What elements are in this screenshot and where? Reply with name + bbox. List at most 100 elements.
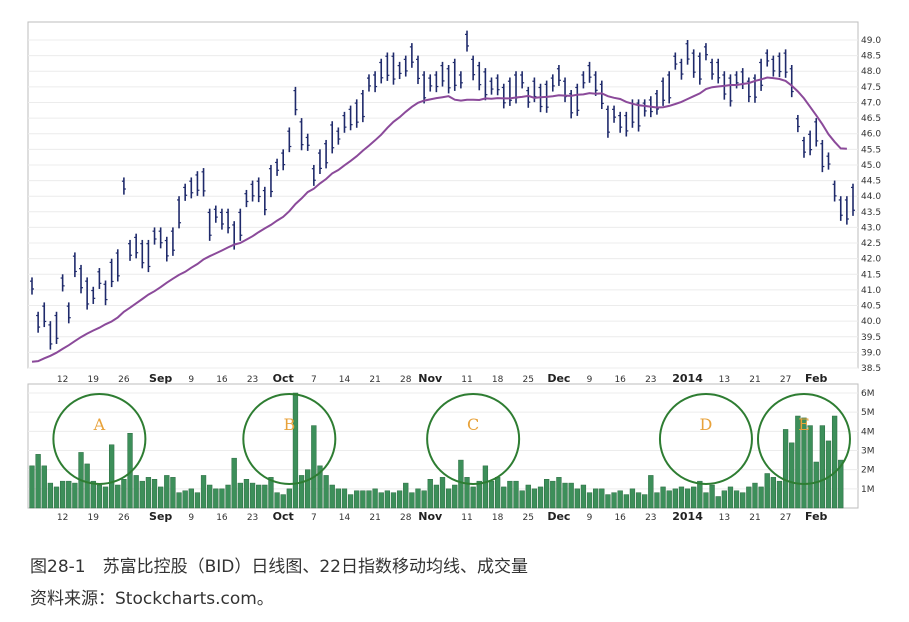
volume-bar — [550, 480, 556, 509]
ohlc-bar — [54, 311, 59, 344]
price-y-tick-label: 42.5 — [861, 239, 881, 249]
volume-bar — [831, 415, 838, 509]
ohlc-bar — [556, 64, 561, 86]
ohlc-bar — [581, 71, 586, 89]
ohlc-bar — [250, 180, 255, 202]
volume-bar — [421, 490, 427, 509]
volume-bar — [262, 484, 268, 509]
ohlc-bar — [177, 196, 182, 229]
volume-bar — [53, 486, 60, 509]
volume-bar — [274, 492, 280, 509]
ohlc-bar — [826, 152, 831, 170]
volume-bar — [329, 484, 335, 509]
ohlc-bar — [324, 139, 329, 169]
volume-bar — [452, 484, 458, 509]
volume-bar — [96, 484, 103, 509]
volume-bar — [684, 488, 691, 509]
ohlc-bar — [170, 227, 175, 256]
ohlc-bar — [716, 58, 721, 84]
volume-bar — [439, 477, 446, 509]
ohlc-bar — [238, 208, 243, 241]
volume-bar — [635, 492, 642, 509]
volume-panel: 6M 5M 4M 3M 2M 1M 12 19 26 Sep 9 16 23 Oct 7 14 21 28 Nov… — [27, 383, 875, 523]
price-x-tick-label: 23 — [645, 375, 656, 385]
price-y-tick-label: 39.0 — [861, 348, 881, 358]
price-x-tick-label: Feb — [805, 372, 828, 385]
ohlc-bar — [189, 177, 194, 199]
volume-bar — [629, 488, 636, 509]
volume-bar — [396, 490, 403, 509]
ohlc-bar — [851, 183, 855, 216]
volume-bar — [335, 488, 341, 509]
volume-x-tick-label: 16 — [216, 513, 228, 523]
volume-bar — [72, 482, 78, 509]
volume-bar — [360, 490, 366, 509]
volume-bar — [819, 425, 826, 509]
volume-bar — [562, 482, 568, 509]
price-x-tick-label: 13 — [719, 375, 730, 385]
ohlc-bar — [808, 130, 813, 156]
ohlc-bar — [379, 58, 384, 84]
ohlc-bar — [409, 43, 414, 68]
price-x-tick-label: Dec — [547, 372, 570, 385]
ohlc-bar — [72, 252, 77, 278]
ohlc-bar — [299, 118, 304, 151]
volume-bar — [29, 465, 35, 509]
ohlc-bar — [115, 249, 120, 282]
ohlc-bar — [66, 302, 71, 324]
volume-bar — [642, 494, 648, 509]
price-y-tick-label: 45.0 — [861, 161, 881, 171]
ohlc-bar — [642, 99, 647, 117]
figure-caption-title: 图28-1 苏富比控股（BID）日线图、22日指数移动均线、成交量 — [30, 557, 528, 577]
ohlc-bar — [275, 158, 280, 176]
ohlc-bar — [844, 196, 849, 225]
volume-bar — [746, 486, 752, 509]
volume-bar — [354, 490, 360, 509]
ohlc-bar — [814, 118, 819, 147]
volume-x-tick-label: 9 — [587, 513, 593, 523]
price-x-tick-label: 9 — [188, 375, 194, 385]
price-y-tick-label: 46.0 — [861, 130, 881, 140]
volume-bar — [139, 480, 145, 509]
volume-x-tick-label: 19 — [88, 513, 100, 523]
volume-x-tick-label: 28 — [400, 513, 412, 523]
ohlc-bar — [789, 64, 794, 98]
volume-bar — [623, 494, 629, 509]
price-y-tick-label: 40.5 — [861, 302, 881, 312]
volume-x-tick-label: Sep — [149, 510, 172, 523]
ohlc-bar — [661, 77, 666, 106]
ohlc-bar — [305, 133, 310, 151]
volume-bar — [611, 492, 617, 509]
volume-bar — [66, 480, 72, 509]
volume-bar — [672, 488, 678, 509]
ohlc-bar — [440, 61, 445, 87]
annotation-circle-e: E — [756, 393, 851, 485]
volume-bar — [207, 484, 213, 509]
volume-bar — [568, 482, 574, 509]
ohlc-bar — [605, 105, 610, 138]
ohlc-bar — [134, 233, 139, 259]
ohlc-bar — [489, 77, 494, 95]
volume-x-tick-label: Dec — [547, 510, 570, 523]
ohlc-bar — [42, 302, 47, 328]
ohlc-bar — [403, 55, 408, 77]
volume-x-tick-label: 12 — [57, 513, 68, 523]
ohlc-bar — [759, 58, 764, 91]
volume-bar — [182, 490, 188, 509]
ohlc-bar — [336, 127, 341, 145]
price-x-tick-label: 23 — [247, 375, 258, 385]
price-y-tick-labels: 49.0 48.5 48.0 47.5 47.0 46.5 46.0 45.5 45.0 44.5… — [861, 36, 881, 374]
volume-y-tick-label: 3M — [861, 447, 875, 457]
volume-bar — [341, 488, 348, 509]
ohlc-bar — [262, 186, 267, 216]
volume-bar — [280, 494, 286, 509]
ohlc-bar — [281, 149, 286, 171]
volume-bar — [501, 486, 507, 509]
volume-bar — [188, 488, 194, 509]
volume-bar — [427, 479, 433, 509]
ohlc-bar — [213, 205, 218, 223]
price-panel: 49.0 48.5 48.0 47.5 47.0 46.5 46.0 45.5 45.0 44.5… — [27, 21, 881, 385]
ohlc-bar — [164, 236, 169, 262]
volume-x-tick-label: 9 — [188, 513, 194, 523]
volume-bar — [305, 469, 311, 509]
